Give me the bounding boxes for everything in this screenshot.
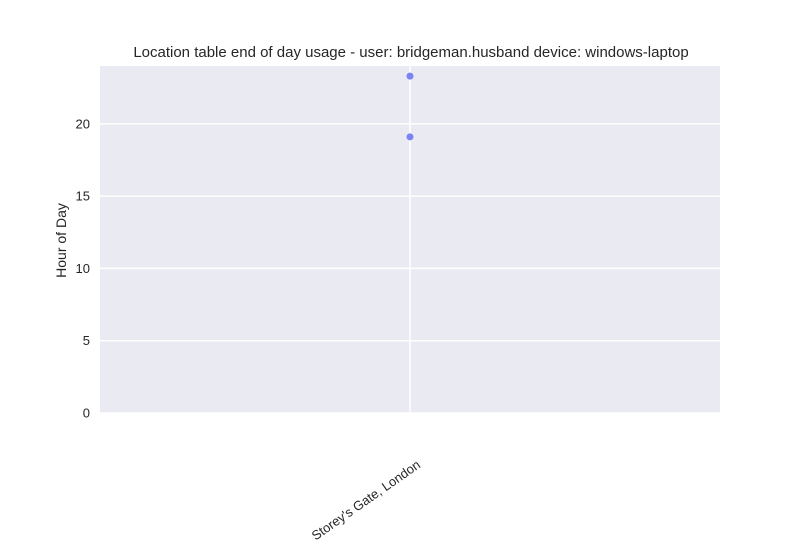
data-point: [406, 133, 414, 141]
y-tick-label: 10: [76, 261, 90, 276]
data-points: [406, 72, 414, 141]
y-axis-ticks: 0 5 10 15 20: [76, 116, 90, 420]
y-tick-label: 5: [83, 333, 90, 348]
y-axis-label: Hour of Day: [53, 203, 69, 278]
y-tick-label: 20: [76, 116, 90, 131]
data-point: [406, 72, 414, 80]
x-axis-ticks: Storey's Gate, London: [309, 457, 423, 543]
x-tick-label: Storey's Gate, London: [309, 457, 423, 543]
y-tick-label: 0: [83, 406, 90, 421]
chart-title: Location table end of day usage - user: …: [133, 44, 688, 61]
y-tick-label: 15: [76, 189, 90, 204]
